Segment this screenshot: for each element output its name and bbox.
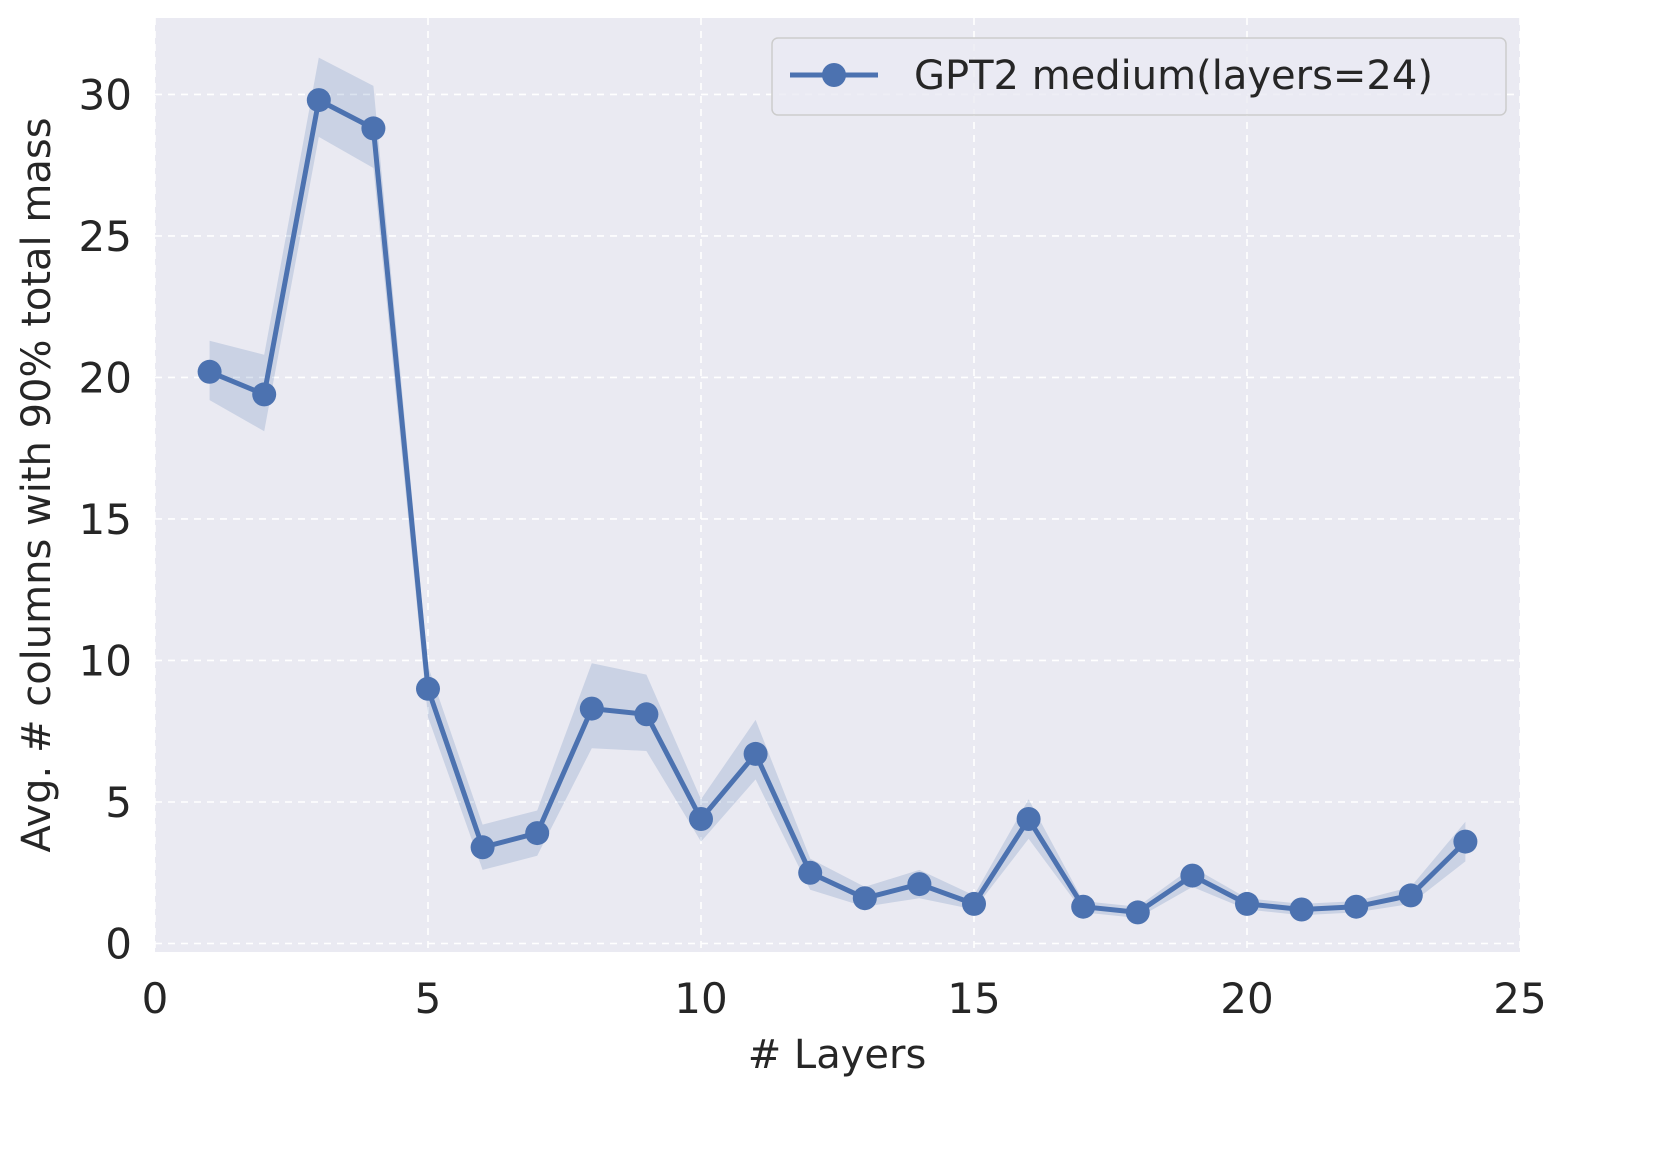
data-point [1344,894,1369,919]
data-point [1071,894,1096,919]
data-point [1180,863,1205,888]
data-point [197,359,222,384]
confidence-bands [209,57,1466,919]
series-markers [197,88,1478,925]
data-point [361,116,386,141]
data-point [962,891,986,916]
x-axis-label: # Layers [748,1032,927,1078]
x-tick-label: 0 [142,974,169,1023]
y-tick-label: 25 [79,212,132,261]
data-point [743,741,768,766]
legend-series-label: GPT2 medium(layers=24) [914,53,1433,99]
x-tick-label: 20 [1220,974,1273,1023]
y-tick-label: 30 [79,70,132,119]
x-tick-label: 25 [1493,974,1546,1023]
y-tick-label: 20 [79,353,132,402]
x-tick-label: 5 [415,974,442,1023]
data-point [1398,883,1423,908]
legend-box [771,37,1507,116]
x-tick-label: 10 [674,974,727,1023]
data-point [1453,829,1478,854]
data-point [416,676,440,701]
data-point [634,702,659,727]
legend-series-marker [822,63,846,87]
data-point [1235,891,1259,916]
data-point [907,872,932,897]
data-point [579,696,604,721]
x-tick-label: 15 [947,974,1000,1023]
data-point [852,886,877,911]
y-tick-labels: 0 5 10 15 20 25 30 [79,70,132,968]
plot-background [155,18,1520,952]
y-tick-label: 5 [105,778,132,827]
data-point [689,807,713,831]
y-axis-label: Avg. # columns with 90% total mass [14,117,60,852]
legend: GPT2 medium(layers=24) [771,37,1507,116]
confidence-band [209,57,1466,919]
y-tick-label: 0 [105,920,132,969]
y-tick-label: 15 [79,495,132,544]
data-point [1289,897,1314,922]
data-point [525,821,550,846]
data-point [306,88,331,113]
data-point [252,382,277,407]
data-point [470,835,495,860]
y-tick-label: 10 [79,636,132,685]
data-point [1125,900,1150,925]
data-point [798,860,823,885]
data-point [1016,807,1041,831]
x-tick-labels: 0 5 10 15 20 25 [142,974,1547,1023]
